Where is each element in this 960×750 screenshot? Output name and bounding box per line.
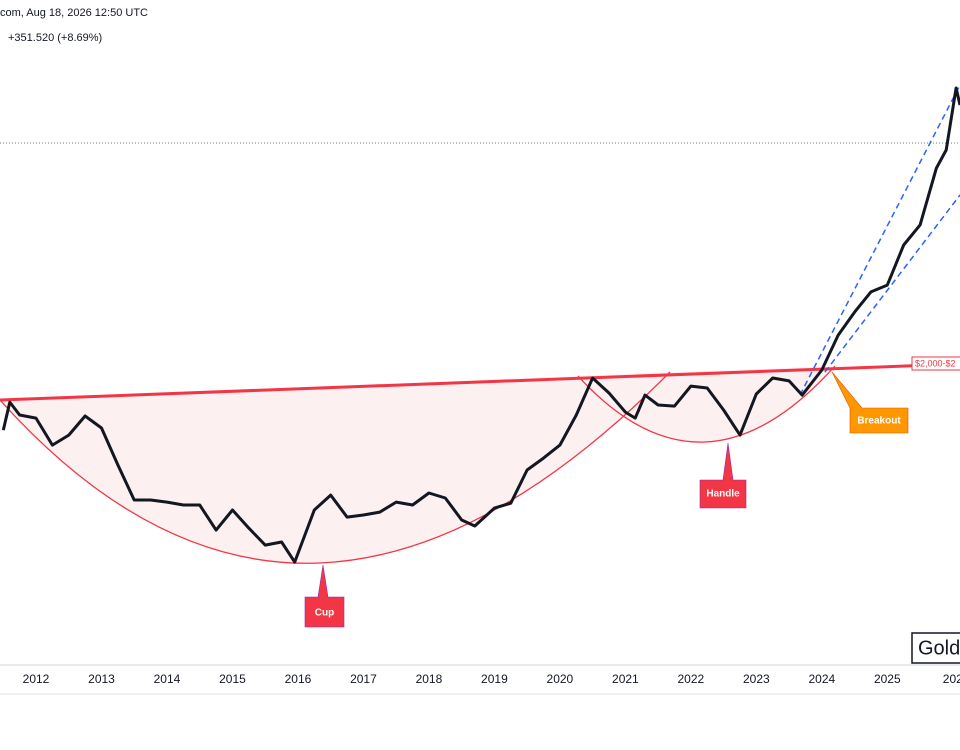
breakout-label: Breakout (857, 416, 901, 427)
x-tick-label: 2018 (416, 672, 443, 686)
handle-label: Handle (706, 489, 740, 500)
cup-fill (0, 372, 670, 564)
price-label-box (911, 356, 960, 371)
x-tick-label: 2024 (808, 672, 835, 686)
x-tick-label: 202 (943, 672, 960, 686)
channel-upper (799, 84, 960, 396)
cup-callout (304, 564, 345, 628)
x-tick-label: 2023 (743, 672, 770, 686)
source-line: com, Aug 18, 2026 12:50 UTC (0, 7, 148, 19)
breakout-callout (831, 371, 909, 434)
x-tick-label: 2013 (88, 672, 115, 686)
handle-curve (577, 365, 836, 443)
price-label: $2,000-$2 (915, 358, 956, 368)
price-line-series (1, 86, 960, 564)
watermark-box (911, 632, 960, 664)
resistance-line (0, 362, 960, 402)
x-tick-label: 2017 (350, 672, 377, 686)
change: +351.520 (+8.69%) (8, 32, 102, 44)
x-tick-label: 2015 (219, 672, 246, 686)
x-tick-label: 2016 (285, 672, 312, 686)
x-tick-label: 2014 (154, 672, 181, 686)
x-tick-label: 2020 (547, 672, 574, 686)
handle-fill (578, 366, 835, 443)
x-tick-label: 2019 (481, 672, 508, 686)
x-tick-label: 2022 (678, 672, 705, 686)
channel-lower (824, 194, 960, 373)
cup-curve (0, 371, 671, 564)
x-tick-label: 2025 (874, 672, 901, 686)
watermark: Gold (918, 637, 960, 659)
handle-callout (699, 442, 747, 509)
x-tick-label: 2012 (23, 672, 50, 686)
cup-label: Cup (315, 608, 334, 619)
x-tick-label: 2021 (612, 672, 639, 686)
